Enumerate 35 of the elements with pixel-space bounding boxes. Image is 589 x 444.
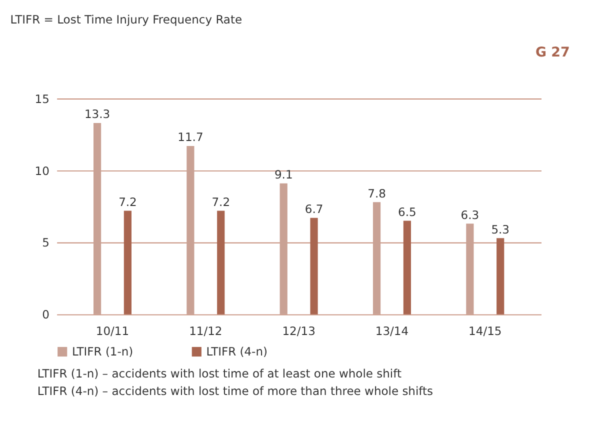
x-tick-label: 10/11 bbox=[96, 324, 130, 338]
text: G 27 bbox=[535, 45, 570, 60]
bar bbox=[186, 146, 194, 314]
x-tick-label: 13/14 bbox=[375, 324, 409, 338]
y-tick-label: 15 bbox=[34, 92, 50, 106]
data-label: 9.1 bbox=[274, 168, 293, 182]
bar bbox=[310, 218, 318, 314]
data-label: 6.7 bbox=[304, 202, 324, 216]
bar bbox=[217, 210, 225, 314]
bar bbox=[124, 210, 132, 314]
data-label: 6.5 bbox=[398, 205, 416, 220]
chart-title: LTIFR = Lost Time Injury Frequency Rate bbox=[10, 12, 242, 27]
x-tick-label: 11/12 bbox=[189, 324, 222, 338]
bar bbox=[403, 220, 411, 314]
x-tick-label: 14/15 bbox=[468, 324, 502, 338]
legend-label: LTIFR (1-n) bbox=[72, 344, 134, 359]
text: LTIFR (1-n) – accidents with lost time of at least one whole shift bbox=[37, 366, 402, 381]
data-label: 7.2 bbox=[118, 194, 137, 209]
bar bbox=[466, 224, 474, 314]
bar bbox=[496, 238, 504, 314]
data-label: 13.3 bbox=[84, 107, 110, 122]
data-label: 7.8 bbox=[368, 186, 386, 200]
data-label: 11.7 bbox=[178, 130, 204, 144]
data-label: 5.3 bbox=[491, 222, 510, 236]
bar bbox=[280, 183, 288, 314]
legend-label: LTIFR (4-n) bbox=[206, 344, 268, 359]
y-tick-label: 10 bbox=[34, 164, 50, 178]
data-label: 6.3 bbox=[460, 208, 480, 222]
bar bbox=[372, 202, 381, 314]
bar bbox=[93, 122, 102, 314]
data-label: 7.2 bbox=[212, 194, 230, 209]
text: LTIFR (4-n) – accidents with lost time of more than three whole shifts bbox=[37, 384, 434, 398]
y-tick-label: 5 bbox=[42, 236, 50, 250]
y-tick-label: 0 bbox=[42, 308, 50, 322]
x-tick-label: 12/13 bbox=[282, 324, 316, 338]
